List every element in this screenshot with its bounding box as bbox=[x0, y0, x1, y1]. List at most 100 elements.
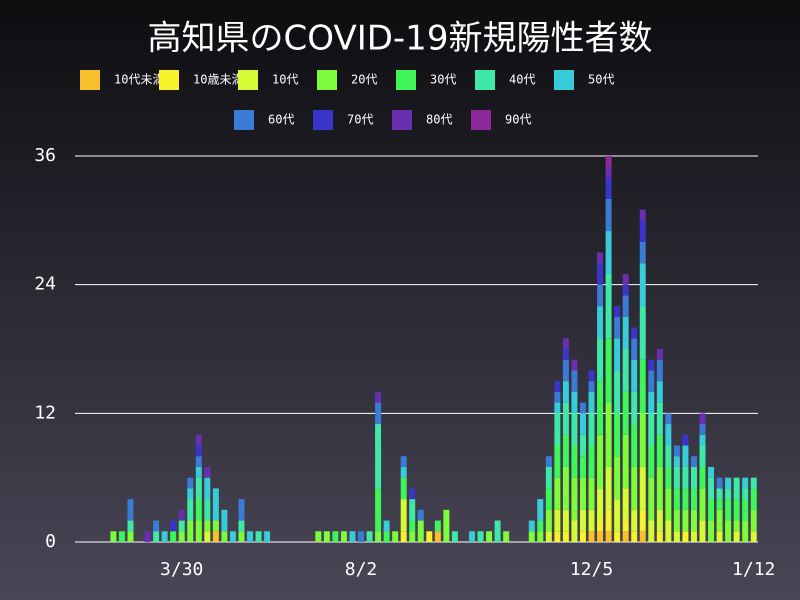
bar-segment bbox=[187, 520, 194, 542]
bar-segment bbox=[725, 520, 732, 542]
bar-segment bbox=[690, 509, 697, 532]
bar-segment bbox=[588, 381, 595, 392]
legend-label: 10歳未満 bbox=[193, 73, 243, 87]
bar-segment bbox=[656, 531, 663, 542]
y-tick-label: 12 bbox=[34, 402, 56, 423]
bar-segment bbox=[562, 381, 569, 403]
bar-segment bbox=[614, 338, 621, 371]
bar-segment bbox=[562, 531, 569, 542]
bar-segment bbox=[639, 531, 646, 542]
bar-segment bbox=[648, 391, 655, 414]
bar-segment bbox=[699, 424, 706, 435]
bar-segment bbox=[187, 499, 194, 521]
bar-segment bbox=[204, 466, 211, 478]
bar-segment bbox=[554, 413, 561, 446]
bar-segment bbox=[477, 531, 484, 542]
legend-swatch bbox=[238, 70, 258, 90]
bar-segment bbox=[349, 531, 356, 542]
bar-segment bbox=[434, 531, 441, 542]
bar-segment bbox=[725, 499, 732, 521]
bar-segment bbox=[187, 488, 194, 500]
bar-segment bbox=[597, 434, 604, 489]
bar-segment bbox=[673, 456, 680, 467]
bar-segment bbox=[605, 177, 612, 199]
bar-segment bbox=[503, 531, 510, 542]
bar-segment bbox=[486, 531, 493, 542]
bar-segment bbox=[605, 402, 612, 467]
legend-swatch bbox=[475, 70, 495, 90]
bar-segment bbox=[212, 520, 219, 532]
bar-segment bbox=[579, 456, 586, 478]
bar-segment bbox=[562, 359, 569, 382]
bar-segment bbox=[588, 445, 595, 478]
x-tick-label: 1/12 bbox=[732, 559, 775, 580]
legend-label: 80代 bbox=[426, 113, 452, 127]
bar-segment bbox=[648, 445, 655, 478]
bar-segment bbox=[144, 531, 151, 542]
bar-segment bbox=[417, 509, 424, 521]
bar-segment bbox=[639, 466, 646, 510]
bar-segment bbox=[708, 477, 715, 500]
bar-segment bbox=[127, 531, 134, 542]
bar-segment bbox=[537, 520, 544, 532]
bar-segment bbox=[195, 520, 202, 542]
bar-segment bbox=[631, 531, 638, 542]
bar-segment bbox=[562, 349, 569, 360]
legend-swatch bbox=[396, 70, 416, 90]
bar-segment bbox=[375, 424, 382, 489]
bar-segment bbox=[631, 509, 638, 532]
bar-segment bbox=[622, 273, 629, 285]
bar-segment bbox=[656, 509, 663, 532]
bar-segment bbox=[673, 466, 680, 489]
bar-segment bbox=[597, 252, 604, 264]
bar-segment bbox=[400, 466, 407, 478]
legend-label: 90代 bbox=[505, 113, 531, 127]
bar-segment bbox=[528, 520, 535, 532]
bar-segment bbox=[708, 499, 715, 521]
x-tick-label: 3/30 bbox=[160, 559, 203, 580]
bar-segment bbox=[605, 531, 612, 542]
bar-segment bbox=[614, 531, 621, 542]
bar-segment bbox=[588, 477, 595, 510]
bar-segment bbox=[750, 509, 757, 532]
bar-segment bbox=[716, 509, 723, 532]
bar-segment bbox=[614, 306, 621, 317]
bar-segment bbox=[631, 327, 638, 339]
bar-segment bbox=[708, 466, 715, 478]
bar-segment bbox=[631, 338, 638, 360]
bar-segment bbox=[204, 520, 211, 532]
bar-segment bbox=[554, 445, 561, 478]
bar-segment bbox=[656, 381, 663, 403]
bar-segment bbox=[545, 456, 552, 467]
bar-segment bbox=[716, 531, 723, 542]
bar-segment bbox=[366, 531, 373, 542]
bar-segment bbox=[622, 295, 629, 317]
bar-segment bbox=[622, 434, 629, 489]
bar-segment bbox=[673, 509, 680, 532]
bar-segment bbox=[665, 466, 672, 489]
bar-segment bbox=[400, 499, 407, 532]
bar-segment bbox=[392, 531, 399, 542]
bar-segment bbox=[682, 531, 689, 542]
bar-segment bbox=[383, 531, 390, 542]
bar-segment bbox=[588, 531, 595, 542]
y-tick-label: 24 bbox=[34, 274, 56, 295]
bar-segment bbox=[562, 434, 569, 467]
bar-segment bbox=[648, 477, 655, 521]
bar-segment bbox=[554, 477, 561, 510]
legend-label: 10代 bbox=[272, 73, 298, 87]
bar-segment bbox=[639, 220, 646, 242]
bar-segment bbox=[554, 509, 561, 532]
bar-segment bbox=[699, 520, 706, 542]
bar-segment bbox=[571, 391, 578, 414]
bar-segment bbox=[579, 477, 586, 510]
bar-segment bbox=[195, 445, 202, 457]
bar-segment bbox=[597, 381, 604, 435]
bar-segment bbox=[639, 209, 646, 221]
bar-segment bbox=[562, 509, 569, 532]
bar-segment bbox=[622, 316, 629, 349]
y-tick-label: 0 bbox=[45, 531, 56, 552]
bar-segment bbox=[494, 520, 501, 542]
bar-segment bbox=[588, 413, 595, 446]
bar-segment bbox=[204, 499, 211, 521]
